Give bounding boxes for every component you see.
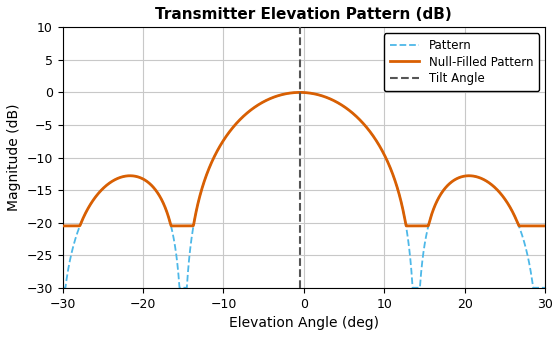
Null-Filled Pattern <box>176 224 183 228</box>
Pattern <box>171 242 178 246</box>
Tilt Angle <box>296 90 303 94</box>
Legend: Pattern, Null-Filled Pattern, Tilt Angle: Pattern, Null-Filled Pattern, Tilt Angle <box>384 33 539 91</box>
Pattern <box>296 90 303 94</box>
X-axis label: Elevation Angle (deg): Elevation Angle (deg) <box>229 316 379 330</box>
Line: Pattern: Pattern <box>63 92 545 288</box>
Null-Filled Pattern <box>241 113 248 117</box>
Pattern <box>176 286 183 290</box>
Pattern <box>59 286 66 290</box>
Pattern <box>241 113 248 117</box>
Pattern <box>276 93 282 97</box>
Null-Filled Pattern <box>538 224 545 228</box>
Null-Filled Pattern <box>276 93 282 97</box>
Null-Filled Pattern <box>542 224 548 228</box>
Pattern <box>542 286 548 290</box>
Line: Null-Filled Pattern: Null-Filled Pattern <box>63 92 545 226</box>
Pattern <box>174 261 180 265</box>
Pattern <box>538 286 545 290</box>
Title: Transmitter Elevation Pattern (dB): Transmitter Elevation Pattern (dB) <box>156 7 452 22</box>
Tilt Angle <box>296 84 303 88</box>
Null-Filled Pattern <box>296 90 303 94</box>
Null-Filled Pattern <box>59 224 66 228</box>
Null-Filled Pattern <box>174 224 180 228</box>
Y-axis label: Magnitude (dB): Magnitude (dB) <box>7 104 21 211</box>
Null-Filled Pattern <box>171 224 178 228</box>
